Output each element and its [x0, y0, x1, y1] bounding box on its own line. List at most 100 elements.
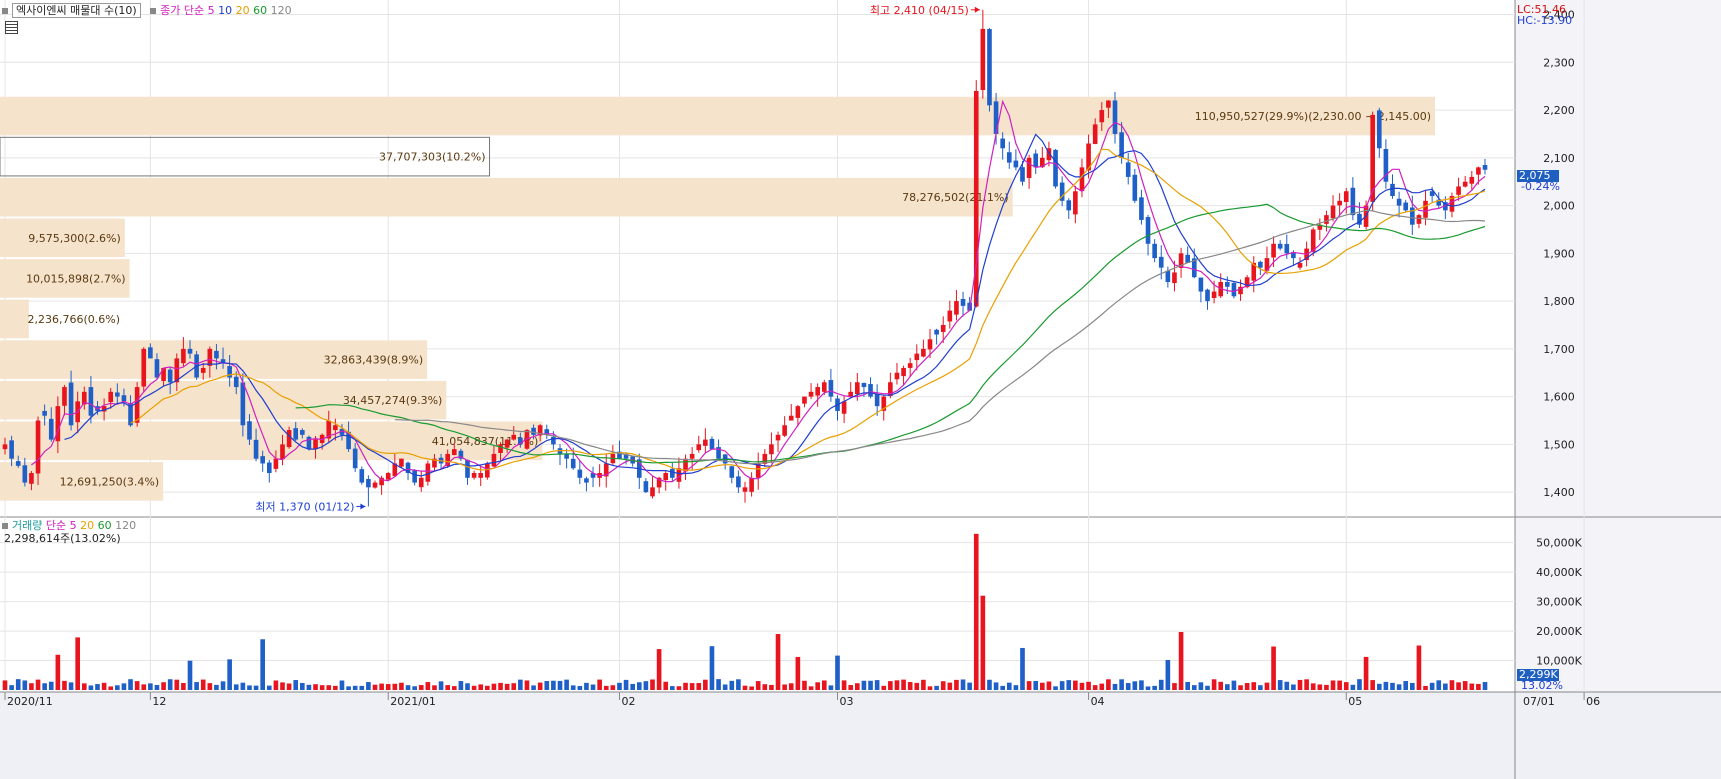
- candle-body: [570, 458, 576, 469]
- volume-bar: [987, 679, 992, 690]
- candle-body: [1476, 167, 1481, 175]
- candle-body: [333, 425, 338, 431]
- volume-bar: [551, 680, 556, 690]
- volume-bar: [88, 685, 94, 690]
- candle-body: [987, 29, 992, 106]
- panel-square-icon[interactable]: [2, 8, 8, 14]
- candle-body: [1152, 243, 1157, 259]
- candle-body: [1125, 162, 1131, 177]
- volume-bar: [960, 679, 966, 690]
- candle-body: [815, 387, 820, 396]
- volume-bar: [2, 680, 8, 690]
- grid-icon[interactable]: [5, 21, 18, 34]
- volume-bar: [1317, 684, 1323, 690]
- volume-square-icon[interactable]: [2, 523, 8, 529]
- volume-bar: [861, 680, 867, 690]
- candle-body: [174, 358, 180, 383]
- volume-bar: [802, 680, 807, 690]
- volume-bar: [683, 682, 688, 690]
- volume-title[interactable]: 거래량: [12, 519, 43, 532]
- volume-bar: [901, 679, 906, 690]
- candle-body: [478, 473, 484, 478]
- candle-body: [1297, 262, 1303, 268]
- volume-profile-label: 78,276,502(21.1%): [902, 191, 1009, 204]
- candle-body: [214, 350, 219, 359]
- candle-body: [227, 366, 232, 378]
- volume-bar: [927, 686, 933, 690]
- volume-bar: [709, 646, 715, 690]
- volume-bar: [868, 680, 873, 690]
- volume-bar: [1271, 646, 1276, 690]
- candle-body: [577, 469, 583, 478]
- volume-bar: [1258, 685, 1263, 690]
- volume-profile-label[interactable]: 엑사이엔씨 매물대 수(10): [12, 3, 141, 18]
- volume-profile-bar: [0, 96, 1435, 136]
- volume-bar: [967, 682, 972, 690]
- candle-body: [504, 439, 510, 448]
- volume-profile-label: 2,236,766(0.6%): [27, 313, 120, 326]
- volume-bar: [1046, 681, 1052, 690]
- candle-body: [1059, 182, 1065, 201]
- candle-body: [683, 458, 688, 472]
- candle-body: [795, 406, 801, 418]
- volume-bar: [471, 685, 477, 690]
- candle-body: [729, 466, 735, 478]
- candle-body: [1284, 244, 1290, 254]
- candle-body: [161, 367, 166, 381]
- ma-60-label: 60: [253, 4, 268, 17]
- volume-bar: [570, 685, 576, 690]
- ma-square-icon[interactable]: [150, 8, 157, 14]
- volume-bar: [418, 685, 424, 690]
- volume-bar: [227, 659, 232, 690]
- volume-bar: [914, 682, 920, 690]
- candle-body: [927, 339, 933, 350]
- volume-bar: [1244, 683, 1250, 690]
- candle-body: [1198, 277, 1204, 292]
- candle-body: [498, 444, 503, 454]
- volume-bar: [339, 680, 345, 690]
- volume-bar: [1423, 685, 1428, 690]
- ma-type-label[interactable]: 종가 단순: [160, 4, 205, 17]
- candle-body: [1172, 272, 1177, 284]
- candle-body: [848, 391, 854, 398]
- candle-body: [233, 376, 239, 388]
- volume-bar: [623, 679, 629, 690]
- candle-body: [650, 487, 655, 497]
- volume-bar: [286, 683, 292, 690]
- volume-bar: [782, 684, 787, 690]
- candle-body: [1086, 143, 1091, 171]
- volume-bar: [1291, 684, 1296, 690]
- volume-bar: [266, 685, 272, 690]
- date-axis-background: [0, 692, 1721, 779]
- candle-body: [1145, 217, 1151, 244]
- candle-body: [901, 367, 906, 377]
- candle-body: [511, 434, 517, 440]
- volume-bar: [1264, 682, 1270, 690]
- candle-body: [861, 382, 867, 388]
- volume-bar: [504, 683, 510, 690]
- volume-bars: [2, 533, 1488, 690]
- high-arrow-head: [974, 6, 980, 13]
- candle-body: [471, 473, 477, 478]
- volume-bar: [755, 681, 761, 690]
- volume-profile-label: 32,863,439(8.9%): [324, 354, 424, 367]
- candle-body: [62, 387, 67, 406]
- volume-tick-label: 50,000K: [1536, 537, 1582, 550]
- volume-bar: [1112, 683, 1118, 690]
- volume-bar: [128, 679, 133, 690]
- price-tick-label: 2,400: [1543, 9, 1575, 22]
- candle-body: [531, 427, 536, 435]
- candle-body: [1390, 183, 1395, 197]
- price-tick-label: 1,500: [1543, 438, 1575, 451]
- volume-bar: [1139, 680, 1144, 690]
- candle-body: [1456, 186, 1461, 195]
- price-panel-header: 엑사이엔씨 매물대 수(10) 종가 단순 5 10 20 60 120: [2, 3, 292, 18]
- volume-profile-label: 9,575,300(2.6%): [28, 232, 121, 245]
- candle-body: [973, 90, 979, 307]
- volume-bar: [313, 684, 318, 690]
- candle-body: [656, 477, 662, 488]
- candle-body: [101, 406, 107, 412]
- volume-bar: [947, 682, 953, 690]
- volume-bar: [48, 681, 54, 690]
